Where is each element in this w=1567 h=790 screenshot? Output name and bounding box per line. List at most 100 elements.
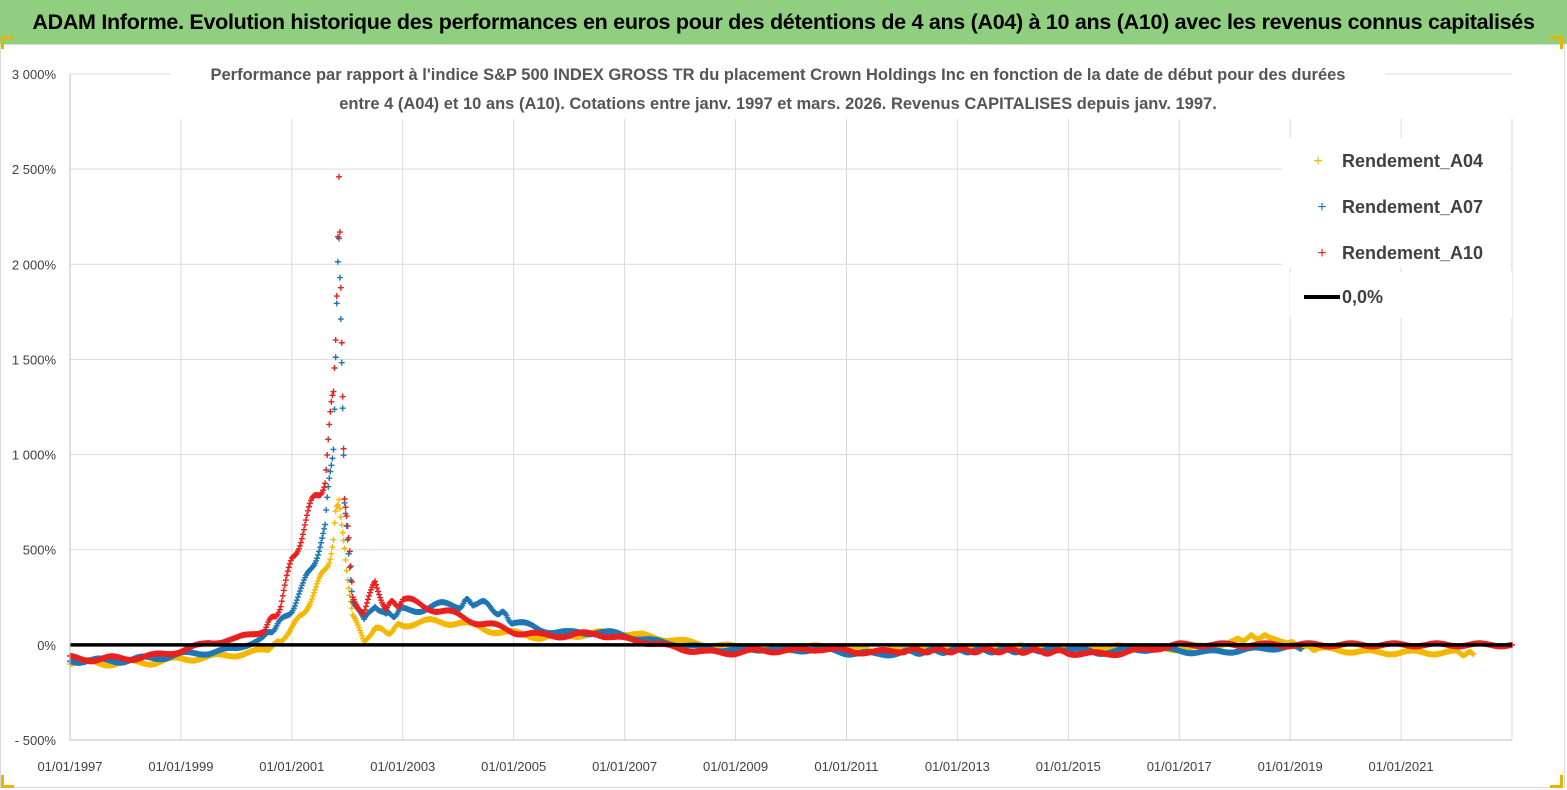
data-point — [280, 587, 287, 594]
legend-marker-a07: + — [1317, 199, 1326, 216]
data-point — [324, 494, 331, 501]
x-tick-label: 01/01/2015 — [1036, 759, 1101, 774]
data-point — [339, 405, 346, 412]
data-point — [336, 274, 343, 281]
data-point — [328, 462, 335, 469]
data-point — [356, 627, 363, 634]
data-point — [316, 548, 323, 555]
data-point — [332, 508, 339, 515]
chart-frame — [0, 44, 1565, 788]
data-point — [276, 606, 283, 613]
data-point — [1470, 651, 1477, 658]
corner-mark — [1, 36, 14, 49]
data-point — [281, 582, 288, 589]
data-point — [301, 521, 308, 528]
x-tick-label: 01/01/2013 — [925, 759, 990, 774]
data-point — [365, 592, 372, 599]
data-point — [334, 258, 341, 265]
data-point — [297, 585, 304, 592]
data-point — [344, 523, 351, 530]
x-tick-label: 01/01/2001 — [259, 759, 324, 774]
data-point — [310, 592, 317, 599]
data-point — [348, 605, 355, 612]
data-point — [338, 339, 345, 346]
data-point — [339, 393, 346, 400]
data-point — [277, 603, 284, 610]
y-tick-label: 500% — [23, 543, 57, 558]
data-point — [337, 316, 344, 323]
data-point — [298, 535, 305, 542]
data-point — [327, 556, 334, 563]
data-point — [321, 484, 328, 491]
data-point — [375, 588, 382, 595]
data-point — [343, 567, 350, 574]
data-point — [338, 359, 345, 366]
data-point — [377, 594, 384, 601]
data-point — [345, 585, 352, 592]
data-point — [317, 544, 324, 551]
data-point — [335, 496, 342, 503]
x-tick-label: 01/01/2005 — [481, 759, 546, 774]
data-point — [346, 564, 353, 571]
data-point — [323, 466, 330, 473]
data-point — [339, 529, 346, 536]
data-point — [348, 588, 355, 595]
data-point — [374, 585, 381, 592]
data-point — [340, 445, 347, 452]
data-point — [329, 544, 336, 551]
data-point — [347, 563, 354, 570]
data-point — [295, 545, 302, 552]
data-point — [282, 577, 289, 584]
x-tick-label: 01/01/2007 — [592, 759, 657, 774]
data-point — [314, 580, 321, 587]
axes: 3 000% 2 500% 2 000% 1 500% 1 000% 500% 0% - 50… — [12, 67, 1512, 774]
data-point — [324, 451, 331, 458]
data-point — [286, 560, 293, 567]
data-point — [279, 592, 286, 599]
data-point — [332, 354, 339, 361]
data-point — [345, 534, 352, 541]
data-point — [341, 495, 348, 502]
data-point — [326, 560, 333, 567]
data-point — [331, 519, 338, 526]
data-point — [330, 536, 337, 543]
x-tick-label: 01/01/2011 — [814, 759, 878, 774]
data-point — [330, 446, 337, 453]
data-point — [342, 556, 349, 563]
data-point — [299, 579, 306, 586]
data-point — [331, 365, 338, 372]
data-point — [287, 557, 294, 564]
x-tick-label: 01/01/2019 — [1258, 759, 1323, 774]
data-point — [313, 583, 320, 590]
data-point — [335, 173, 342, 180]
data-point — [338, 521, 345, 528]
y-tick-label: 1 000% — [12, 448, 57, 463]
legend-label-zero: 0,0% — [1342, 287, 1383, 307]
data-point — [373, 581, 380, 588]
legend-label-a04: Rendement_A04 — [1342, 151, 1483, 171]
x-tick-label: 01/01/2017 — [1147, 759, 1212, 774]
data-point — [319, 535, 326, 542]
data-point — [284, 568, 291, 575]
x-tick-label: 01/01/1999 — [148, 759, 213, 774]
data-point — [313, 558, 320, 565]
data-point — [348, 578, 355, 585]
data-point — [283, 572, 290, 579]
data-point — [292, 600, 299, 607]
data-point — [302, 517, 309, 524]
corner-mark — [1550, 775, 1563, 788]
data-point — [304, 507, 311, 514]
data-point — [333, 300, 340, 307]
corner-mark — [1, 775, 14, 788]
data-point — [340, 452, 347, 459]
data-point — [357, 630, 364, 637]
data-point — [342, 504, 349, 511]
data-point — [343, 513, 350, 520]
series-Rendement_A07 — [67, 235, 1305, 666]
data-point — [336, 505, 343, 512]
chart-title-background — [170, 60, 1385, 118]
data-point — [334, 501, 341, 508]
data-point — [309, 595, 316, 602]
y-tick-label: 2 000% — [12, 257, 57, 272]
legend: + Rendement_A04 + Rendement_A07 + Rendem… — [1282, 138, 1512, 318]
